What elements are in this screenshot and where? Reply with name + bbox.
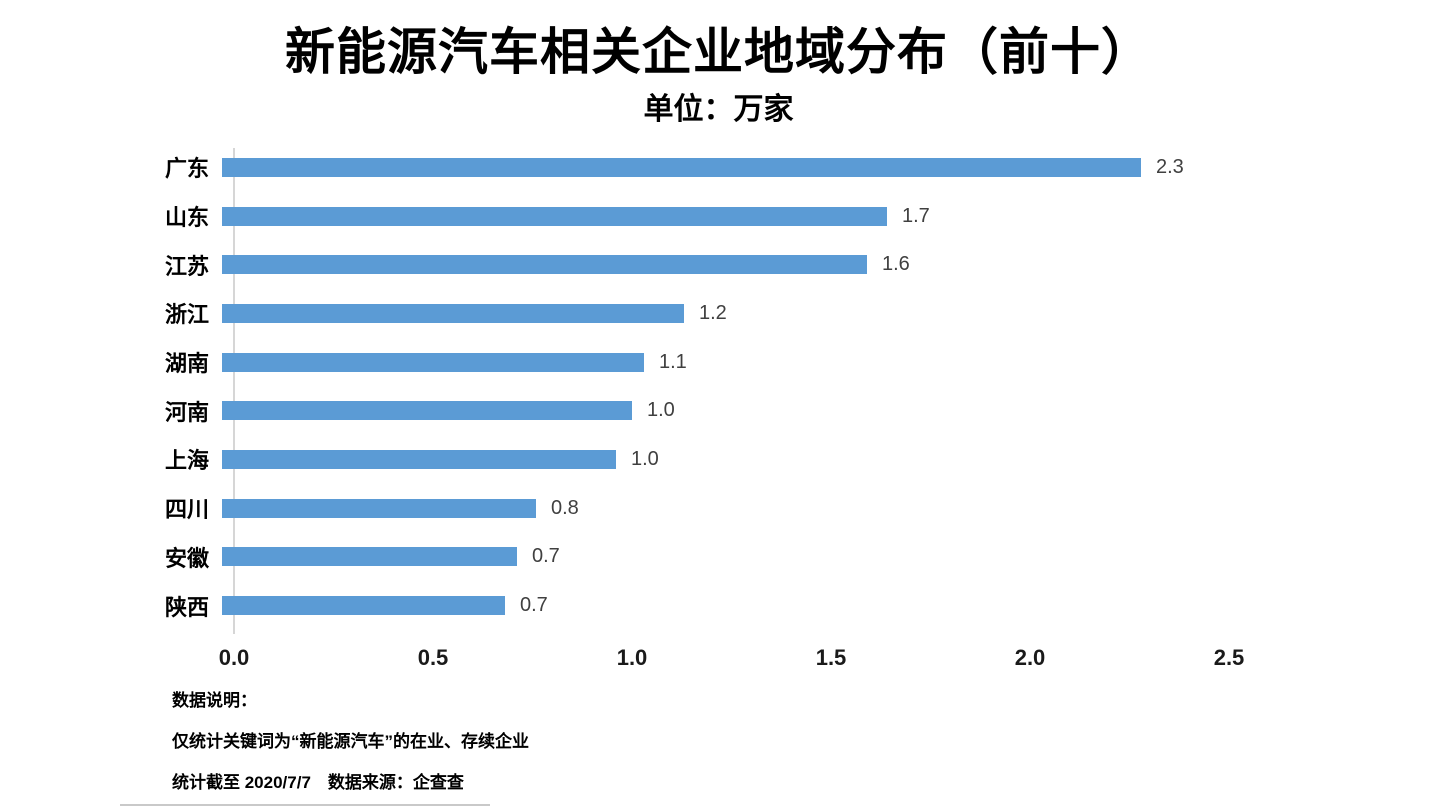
value-label: 1.6 [882,253,910,276]
bar-track: 0.7 [222,545,1437,568]
bar-track: 1.7 [222,204,1437,227]
bar [222,498,536,518]
footer-source: 统计截至 2020/7/7 数据来源：企查查 [172,773,464,792]
category-label: 湖南 [164,351,209,377]
category-label: 山东 [164,205,209,231]
bar-row: 山东 1.7 [0,192,1437,241]
bar-row: 陕西 0.7 [0,581,1437,630]
category-label: 四川 [164,497,209,523]
chart-subtitle: 单位：万家 [643,93,794,126]
value-label: 2.3 [1156,155,1184,178]
bar-rows: 广东 2.3 山东 1.7 江苏 1.6 浙江 1.2 湖南 1.1 [0,143,1437,630]
bottom-divider [120,804,490,806]
category-label: 上海 [164,448,209,474]
bar [222,547,517,567]
x-tick-label: 2.0 [1014,645,1046,670]
plot-area: 广东 2.3 山东 1.7 江苏 1.6 浙江 1.2 湖南 1.1 [0,143,1437,634]
bar-track: 1.0 [222,399,1437,422]
bar [222,303,684,323]
category-label: 江苏 [164,253,209,279]
footer-heading: 数据说明： [172,691,257,710]
bar [222,157,1141,177]
bar [222,206,887,226]
value-label: 1.2 [699,301,727,324]
bar-row: 安徽 0.7 [0,533,1437,582]
category-label: 广东 [164,156,209,182]
value-label: 0.8 [551,496,579,519]
bar-row: 四川 0.8 [0,484,1437,533]
bar-track: 0.7 [222,594,1437,617]
category-label: 安徽 [164,545,209,571]
x-tick-label: 1.0 [616,645,648,670]
bar-track: 1.2 [222,301,1437,324]
bar-row: 江苏 1.6 [0,240,1437,289]
bar-track: 2.3 [222,155,1437,178]
bar-track: 0.8 [222,496,1437,519]
bar-track: 1.6 [222,253,1437,276]
category-label: 浙江 [164,302,209,328]
value-label: 1.0 [631,447,659,470]
bar-row: 河南 1.0 [0,386,1437,435]
x-tick-label: 0.0 [218,645,250,670]
chart-title: 新能源汽车相关企业地域分布（前十） [285,24,1152,80]
value-label: 1.0 [647,399,675,422]
bar-track: 1.0 [222,447,1437,470]
x-tick-label: 2.5 [1213,645,1245,670]
x-tick-label: 0.5 [417,645,449,670]
value-label: 1.1 [659,350,687,373]
footer-note: 仅统计关键词为“新能源汽车”的在业、存续企业 [172,732,529,751]
bar-row: 广东 2.3 [0,143,1437,192]
bar-row: 上海 1.0 [0,435,1437,484]
value-label: 1.7 [902,204,930,227]
bar [222,401,632,421]
bar [222,449,616,469]
bar [222,352,644,372]
bar [222,255,867,275]
value-label: 0.7 [532,545,560,568]
y-axis-line [233,148,235,634]
bar-row: 湖南 1.1 [0,338,1437,387]
x-tick-label: 1.5 [815,645,847,670]
category-label: 河南 [164,399,209,425]
footer-notes: 数据说明： 仅统计关键词为“新能源汽车”的在业、存续企业 统计截至 2020/7… [172,692,1272,791]
x-axis: 0.0 0.5 1.0 1.5 2.0 2.5 [0,645,1437,675]
bar-row: 浙江 1.2 [0,289,1437,338]
bar-track: 1.1 [222,350,1437,373]
value-label: 0.7 [520,594,548,617]
bar [222,596,505,616]
category-label: 陕西 [164,594,209,620]
